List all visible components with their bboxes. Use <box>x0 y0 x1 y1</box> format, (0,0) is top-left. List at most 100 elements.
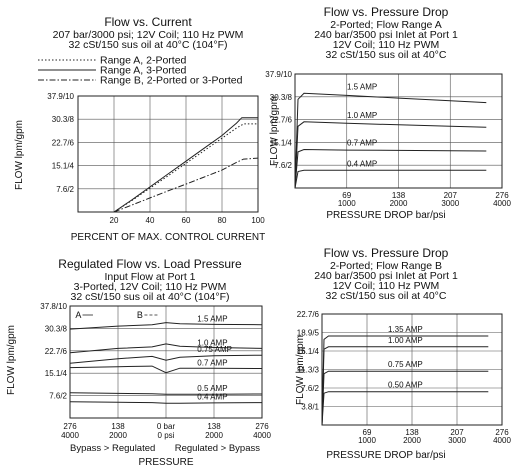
series-label: 0.5 AMP <box>197 384 227 393</box>
x-tick-label: 100 <box>251 216 265 225</box>
chart-subtitle: 240 bar/3500 psi Inlet at Port 1 <box>314 270 458 282</box>
x-tick-label: 69 <box>363 428 372 437</box>
annotation-a: A <box>75 310 81 320</box>
series-label: 1.00 AMP <box>388 336 423 345</box>
series-line <box>294 92 487 189</box>
plot-frame <box>77 95 259 213</box>
plot-frame <box>69 305 263 419</box>
series-line <box>294 169 487 189</box>
series-label: 0.7 AMP <box>347 138 377 147</box>
x-tick-label: 138 <box>111 422 125 431</box>
x-tick-label: 138 <box>405 428 419 437</box>
series-label: 1.0 AMP <box>197 338 227 347</box>
chart-subtitle: 207 bar/3000 psi; 12V Coil; 110 Hz PWM <box>53 29 244 41</box>
series-line <box>69 322 263 330</box>
chart-title: Flow vs. Pressure Drop <box>324 246 449 260</box>
y-tick-label: 15.1/4 <box>45 369 68 378</box>
series-line <box>321 335 489 426</box>
x-tick-label: 4000 <box>493 199 511 208</box>
x-tick-label: 276 <box>255 422 269 431</box>
chart-title: Regulated Flow vs. Load Pressure <box>58 257 242 271</box>
y-axis-label: FLOW lpm/gpm <box>6 325 17 395</box>
y-tick-label: 15.1/4 <box>270 138 293 147</box>
y-tick-label: 7.6/2 <box>274 161 292 170</box>
series-label: 0.7 AMP <box>197 359 227 368</box>
chart-subtitle: 32 cSt/150 sus oil at 40°C (104°F) <box>69 39 228 51</box>
y-tick-label: 15.1/4 <box>52 162 75 171</box>
x-tick-label: 276 <box>495 428 509 437</box>
chart-subtitle: 3-Ported, 12V Coil; 110 Hz PWM <box>74 281 227 293</box>
chart-subtitle: 240 bar/3500 psi Inlet at Port 1 <box>314 29 458 41</box>
x-tick-label: 276 <box>63 422 77 431</box>
x-tick-label: 2000 <box>390 199 408 208</box>
annotation-b: B <box>137 310 143 320</box>
chart-subtitle: 32 cSt/150 sus oil at 40°C <box>326 290 447 302</box>
y-tick-label: 7.6/2 <box>301 384 319 393</box>
y-tick-label: 22.7/6 <box>52 138 75 147</box>
x-tick-label: 207 <box>444 191 458 200</box>
series-label: 0.4 AMP <box>347 159 377 168</box>
series-line <box>294 148 487 189</box>
series-label: 1.5 AMP <box>347 82 377 91</box>
series-line <box>321 370 489 426</box>
series-line <box>321 391 489 426</box>
series-label: 0.4 AMP <box>197 393 227 402</box>
series-label: 0.75 AMP <box>197 345 232 354</box>
series-line <box>69 365 263 374</box>
series-line <box>69 401 263 404</box>
x-tick-label: 0 psi <box>158 431 175 440</box>
series-line <box>113 157 259 213</box>
x-tick-label: 80 <box>218 216 227 225</box>
series-line <box>113 117 258 213</box>
series-line <box>69 392 263 395</box>
x-axis-label: PERCENT OF MAX. CONTROL CURRENT <box>71 232 265 243</box>
series-label: 1.0 AMP <box>347 111 377 120</box>
x-tick-label: 4000 <box>61 431 79 440</box>
y-tick-label: 37.9/10 <box>47 92 74 101</box>
x-tick-label: 276 <box>495 191 509 200</box>
y-axis-label: FLOW lpm/gpm <box>269 96 280 166</box>
y-tick-label: 30.3/8 <box>45 324 68 333</box>
chart-subtitle: 2-Ported; Flow Range B <box>330 260 442 272</box>
x-tick-label: 4000 <box>493 436 511 445</box>
x-tick-label: 2000 <box>205 431 223 440</box>
x-tick-label: 3000 <box>448 436 466 445</box>
legend-label: Range B, 2-Ported or 3-Ported <box>100 75 243 87</box>
series-line <box>294 121 487 189</box>
chart-title: Flow vs. Pressure Drop <box>324 5 449 19</box>
chart-subtitle: Input Flow at Port 1 <box>104 271 195 283</box>
x-tick-label: 138 <box>207 422 221 431</box>
y-tick-label: 7.6/2 <box>49 392 67 401</box>
x-tick-label: 2000 <box>403 436 421 445</box>
x-tick-label: 138 <box>392 191 406 200</box>
y-tick-label: 7.6/2 <box>56 185 74 194</box>
chart-subtitle: 32 cSt/150 sus oil at 40°C (104°F) <box>71 291 230 303</box>
x-tick-label: 60 <box>182 216 191 225</box>
chart-title: Flow vs. Current <box>104 15 192 29</box>
y-tick-label: 22.7/6 <box>297 310 320 319</box>
series-label: 1.5 AMP <box>197 315 227 324</box>
y-tick-label: 15.1/4 <box>297 347 320 356</box>
y-tick-label: 30.3/8 <box>52 115 75 124</box>
chart-subtitle: 12V Coil; 110 Hz PWM <box>333 280 440 292</box>
y-axis-label: FLOW lpm/gpm <box>14 120 25 190</box>
series-label: 1.35 AMP <box>388 325 423 334</box>
chart-subtitle: 2-Ported; Flow Range A <box>330 19 441 31</box>
x-axis-label: PRESSURE DROP bar/psi <box>326 210 445 221</box>
y-tick-label: 22.7/6 <box>45 347 68 356</box>
plot-frame <box>294 73 503 189</box>
y-tick-label: 18.9/5 <box>297 329 320 338</box>
legend-label: Range A, 2-Ported <box>100 55 187 67</box>
y-axis-label: FLOW lpm/gpm <box>295 335 306 405</box>
series-line <box>113 123 258 213</box>
x-tick-label: 4000 <box>253 431 271 440</box>
legend-label: Range A, 3-Ported <box>100 65 187 77</box>
chart-subtitle: 32 cSt/150 sus oil at 40°C <box>326 49 447 61</box>
x-axis-label: PRESSURE DROP bar/psi <box>326 450 445 461</box>
x-axis-sublabel-left: Bypass > Regulated <box>70 443 155 454</box>
series-label: 0.75 AMP <box>388 360 423 369</box>
x-tick-label: 207 <box>450 428 464 437</box>
x-tick-label: 1000 <box>338 199 356 208</box>
series-line <box>69 354 263 364</box>
